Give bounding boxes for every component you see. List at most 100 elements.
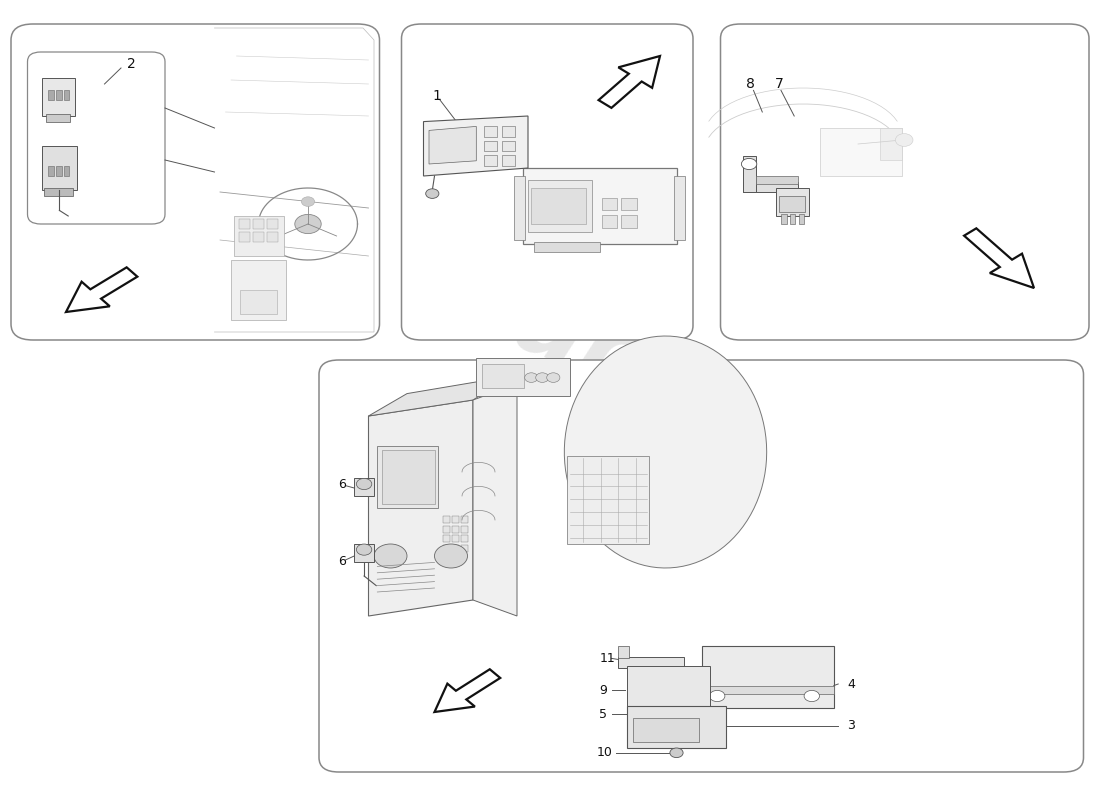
Circle shape <box>301 197 315 206</box>
Polygon shape <box>434 670 500 712</box>
Bar <box>461 545 468 552</box>
Bar <box>484 141 497 151</box>
Bar <box>56 166 62 176</box>
Bar <box>627 666 710 706</box>
Text: 7: 7 <box>774 77 783 91</box>
Bar <box>674 176 685 240</box>
Polygon shape <box>368 376 512 416</box>
Bar <box>240 290 277 314</box>
Bar <box>502 155 515 166</box>
Bar <box>443 516 450 523</box>
Text: 3: 3 <box>847 719 855 732</box>
Text: 10: 10 <box>596 746 612 759</box>
Bar <box>267 219 278 229</box>
Circle shape <box>629 710 642 719</box>
Bar <box>514 176 525 240</box>
Bar <box>702 686 834 694</box>
Polygon shape <box>564 336 767 568</box>
Bar <box>779 196 805 212</box>
Bar <box>44 188 73 196</box>
Bar <box>528 180 592 232</box>
Circle shape <box>804 690 820 702</box>
FancyBboxPatch shape <box>720 24 1089 340</box>
Circle shape <box>426 189 439 198</box>
Bar <box>234 216 284 256</box>
Bar <box>239 232 250 242</box>
FancyBboxPatch shape <box>28 52 165 224</box>
Bar <box>56 90 62 100</box>
Bar <box>452 545 459 552</box>
Bar <box>534 242 600 252</box>
Text: 1: 1 <box>432 89 441 103</box>
Text: 2: 2 <box>126 57 135 71</box>
Bar <box>239 219 250 229</box>
Bar <box>502 126 515 137</box>
Polygon shape <box>598 56 660 108</box>
Bar <box>267 232 278 242</box>
Bar <box>621 215 637 228</box>
Bar <box>781 214 786 224</box>
Bar <box>42 146 77 190</box>
Bar <box>621 198 637 210</box>
Circle shape <box>741 158 757 170</box>
Bar <box>484 155 497 166</box>
Text: 9: 9 <box>600 684 607 697</box>
Bar <box>820 128 902 176</box>
Text: 4: 4 <box>847 678 855 690</box>
Polygon shape <box>429 126 476 164</box>
Bar <box>377 446 438 508</box>
Bar <box>42 78 75 116</box>
Polygon shape <box>424 116 528 176</box>
Bar <box>880 128 902 160</box>
Text: 6: 6 <box>338 555 345 568</box>
Text: 5: 5 <box>600 708 607 721</box>
Bar <box>46 114 70 122</box>
Bar <box>482 364 524 388</box>
Bar <box>452 526 459 533</box>
Bar <box>231 260 286 320</box>
Bar <box>776 188 808 216</box>
Bar <box>382 450 435 504</box>
Bar <box>48 90 54 100</box>
Circle shape <box>895 134 913 146</box>
Text: eurodels: eurodels <box>437 247 927 521</box>
Bar <box>64 90 69 100</box>
Bar <box>602 198 617 210</box>
Circle shape <box>295 214 321 234</box>
Circle shape <box>356 478 372 490</box>
Bar <box>253 232 264 242</box>
Bar <box>566 456 649 544</box>
Bar <box>452 535 459 542</box>
Bar <box>452 516 459 523</box>
Bar <box>742 156 756 192</box>
Polygon shape <box>473 384 517 616</box>
Bar <box>742 182 797 192</box>
Circle shape <box>374 544 407 568</box>
Circle shape <box>525 373 538 382</box>
Bar <box>522 168 676 244</box>
Bar <box>618 646 629 658</box>
Bar <box>443 545 450 552</box>
Circle shape <box>356 544 372 555</box>
Polygon shape <box>964 228 1034 288</box>
Bar <box>627 706 726 748</box>
Text: 8: 8 <box>746 77 755 91</box>
Bar <box>354 544 374 562</box>
Bar <box>253 219 264 229</box>
Bar <box>790 214 795 224</box>
FancyBboxPatch shape <box>11 24 379 340</box>
Polygon shape <box>66 267 138 312</box>
Bar <box>502 141 515 151</box>
Bar <box>756 176 798 184</box>
Circle shape <box>547 373 560 382</box>
Circle shape <box>536 373 549 382</box>
Bar <box>531 188 586 224</box>
Bar <box>461 535 468 542</box>
Bar <box>618 657 684 668</box>
Bar <box>476 358 570 396</box>
Bar <box>484 126 497 137</box>
Circle shape <box>670 748 683 758</box>
Bar <box>443 535 450 542</box>
Bar <box>64 166 69 176</box>
Circle shape <box>434 544 468 568</box>
